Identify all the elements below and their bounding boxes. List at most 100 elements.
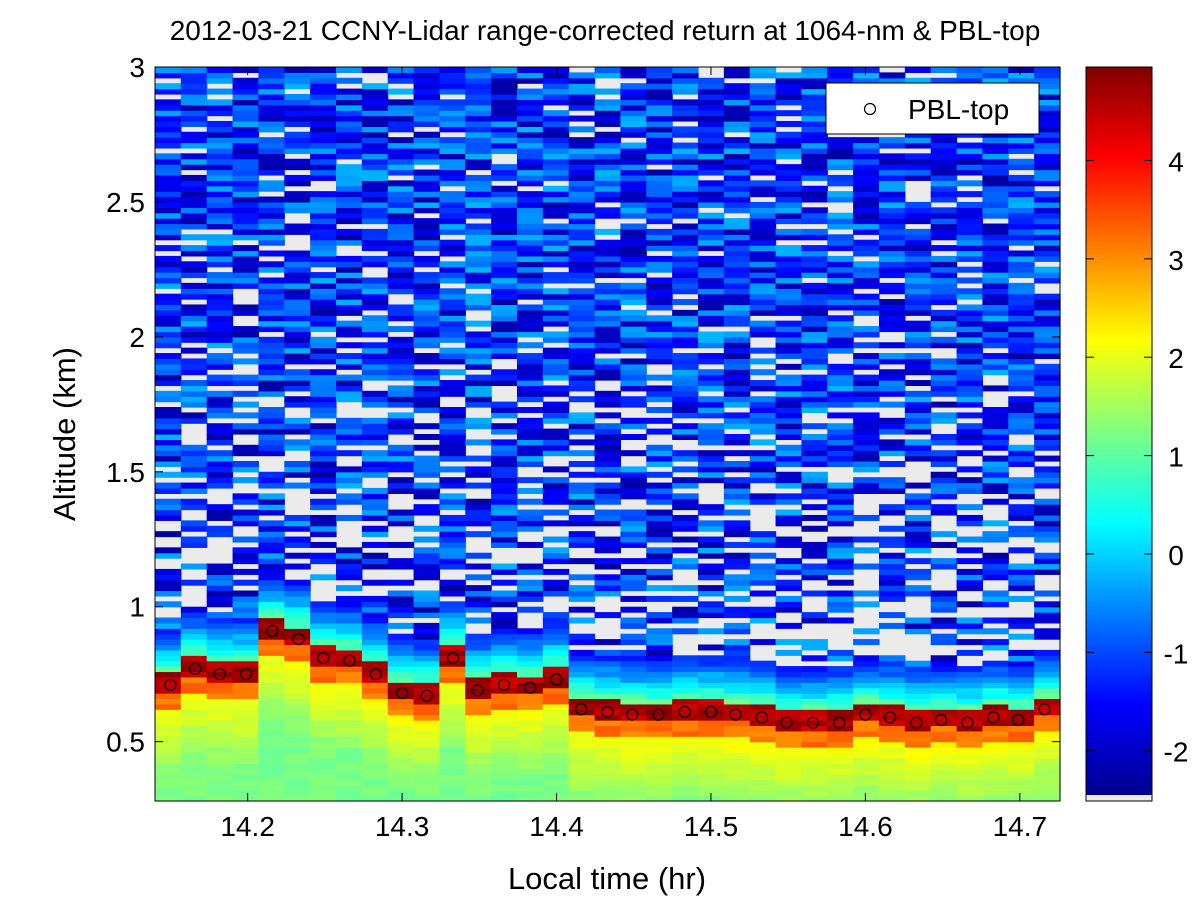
heatmap-cell <box>180 164 208 171</box>
heatmap-cell <box>361 541 389 548</box>
heatmap-cell <box>284 110 311 117</box>
heatmap-cell <box>723 255 751 262</box>
heatmap-cell <box>775 277 803 284</box>
heatmap-cell <box>672 320 699 327</box>
heatmap-cell <box>568 779 596 786</box>
heatmap-cell <box>568 385 596 392</box>
heatmap-cell <box>413 353 441 360</box>
heatmap-cell <box>517 99 544 106</box>
heatmap-cell <box>646 315 673 322</box>
heatmap-cell <box>413 714 441 721</box>
heatmap-cell <box>232 757 260 764</box>
heatmap-cell <box>1008 444 1035 451</box>
heatmap-cell <box>155 585 182 592</box>
heatmap-cell <box>930 137 958 144</box>
heatmap-cell <box>155 671 182 678</box>
heatmap-cell <box>180 741 208 748</box>
heatmap-cell <box>491 77 518 84</box>
heatmap-cell <box>258 212 285 219</box>
heatmap-cell <box>879 568 906 575</box>
heatmap-cell <box>517 309 544 316</box>
heatmap-cell <box>439 353 466 360</box>
heatmap-cell <box>827 736 854 743</box>
heatmap-cell <box>232 460 260 467</box>
heatmap-cell <box>775 460 803 467</box>
heatmap-cell <box>180 369 208 376</box>
heatmap-cell <box>310 277 337 284</box>
heatmap-cell <box>646 261 673 268</box>
heatmap-cell <box>1008 747 1035 754</box>
heatmap-cell <box>336 147 363 154</box>
heatmap-cell <box>491 644 518 651</box>
heatmap-cell <box>491 601 518 608</box>
heatmap-cell <box>620 509 647 516</box>
heatmap-cell <box>361 347 389 354</box>
heatmap-cell <box>904 390 932 397</box>
heatmap-cell <box>775 282 803 289</box>
heatmap-cell <box>723 725 751 732</box>
heatmap-cell <box>930 606 958 613</box>
heatmap-cell <box>517 444 544 451</box>
heatmap-cell <box>620 331 647 338</box>
heatmap-cell <box>698 358 725 365</box>
heatmap-cell <box>853 67 880 73</box>
heatmap-cell <box>827 590 854 597</box>
heatmap-cell <box>672 250 699 257</box>
heatmap-cell <box>465 277 492 284</box>
heatmap-cell <box>775 606 803 613</box>
heatmap-cell <box>284 439 311 446</box>
heatmap-cell <box>232 741 260 748</box>
heatmap-cell <box>1034 142 1061 149</box>
heatmap-cell <box>801 752 828 759</box>
heatmap-cell <box>749 790 777 797</box>
heatmap-cell <box>387 245 415 252</box>
heatmap-cell <box>491 779 518 786</box>
heatmap-cell <box>904 736 932 743</box>
heatmap-cell <box>801 563 828 570</box>
heatmap-cell <box>413 293 441 300</box>
heatmap-cell <box>180 747 208 754</box>
heatmap-cell <box>517 628 544 635</box>
heatmap-cell <box>749 725 777 732</box>
heatmap-cell <box>284 255 311 262</box>
heatmap-cell <box>698 272 725 279</box>
heatmap-cell <box>413 261 441 268</box>
heatmap-cell <box>930 682 958 689</box>
heatmap-cell <box>749 752 777 759</box>
heatmap-cell <box>465 423 492 430</box>
heatmap-cell <box>775 288 803 295</box>
heatmap-cell <box>336 390 363 397</box>
heatmap-cell <box>180 401 208 408</box>
heatmap-cell <box>413 671 441 678</box>
pbl-top-point <box>396 686 409 700</box>
heatmap-cell <box>465 293 492 300</box>
heatmap-cell <box>465 83 492 90</box>
heatmap-cell <box>387 622 415 629</box>
heatmap-cell <box>698 196 725 203</box>
heatmap-cell <box>542 304 570 311</box>
heatmap-cell <box>491 595 518 602</box>
heatmap-cell <box>232 191 260 198</box>
heatmap-cell <box>361 633 389 640</box>
heatmap-cell <box>956 374 984 381</box>
heatmap-cell <box>206 509 234 516</box>
heatmap-cell <box>594 444 622 451</box>
heatmap-cell <box>879 72 906 79</box>
heatmap-cell <box>491 725 518 732</box>
heatmap-cell <box>956 482 984 489</box>
heatmap-cell <box>594 212 622 219</box>
heatmap-cell <box>258 390 285 397</box>
heatmap-cell <box>310 196 337 203</box>
heatmap-cell <box>180 752 208 759</box>
heatmap-cell <box>672 774 699 781</box>
heatmap-cell <box>258 67 285 73</box>
pbl-top-point <box>266 624 279 638</box>
heatmap-cell <box>517 434 544 440</box>
heatmap-cell <box>749 99 777 106</box>
heatmap-cell <box>594 191 622 198</box>
heatmap-cell <box>517 477 544 484</box>
heatmap-cell <box>982 304 1009 311</box>
heatmap-cell <box>387 639 415 646</box>
heatmap-cell <box>853 412 880 419</box>
heatmap-cell <box>542 633 570 640</box>
